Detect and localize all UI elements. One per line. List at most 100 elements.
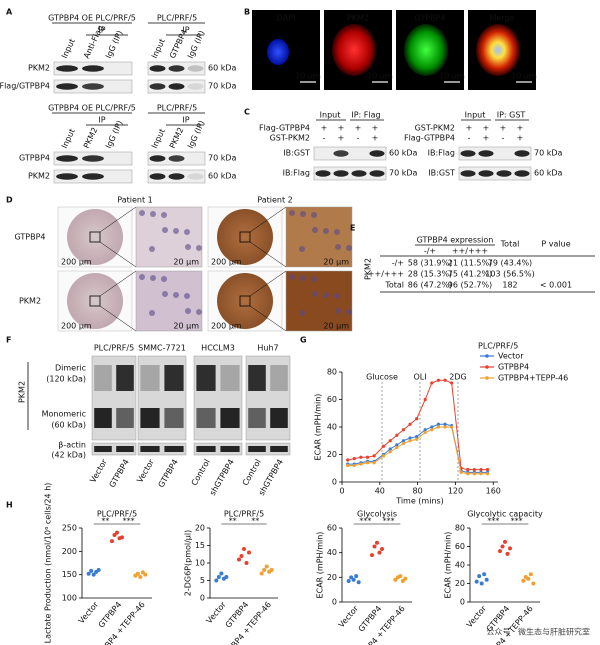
band (116, 365, 134, 391)
size-label: 70 kDa (208, 154, 237, 163)
band (168, 155, 185, 162)
lane-label: Vector (135, 457, 156, 484)
band-label: Dimeric (55, 364, 86, 373)
zoom-box (89, 231, 101, 243)
table-cell: 182 (502, 281, 517, 290)
panel-label: C (244, 108, 250, 117)
dot (370, 553, 374, 558)
point (436, 425, 441, 429)
dot (259, 571, 264, 576)
patient-label: Patient 2 (257, 196, 293, 205)
dot (216, 575, 221, 579)
y-tick-label: 40 (327, 423, 337, 432)
y-tick-label: 250 (62, 524, 77, 533)
row-label: GTPBP4 (19, 154, 50, 163)
dot (380, 546, 384, 551)
y-tick-label: 20 (327, 573, 337, 582)
band (140, 408, 160, 428)
y-tick-label: 15 (195, 541, 205, 550)
rule (249, 270, 287, 297)
band (149, 83, 166, 90)
band (196, 446, 216, 452)
band (220, 365, 240, 391)
x-tick-label: 0 (339, 487, 344, 496)
point (450, 425, 454, 429)
cell-nucleus (334, 229, 340, 235)
scale-label: 20 μm (173, 322, 199, 331)
point (423, 430, 427, 435)
dot (372, 544, 377, 549)
ip-label: IP (182, 26, 189, 35)
dot (244, 561, 249, 565)
band (164, 408, 184, 428)
size-label: 70 kDa (208, 82, 237, 91)
x-tick-label: 120 (448, 487, 463, 496)
dot (479, 581, 484, 586)
point (472, 468, 476, 472)
dot (138, 575, 143, 579)
dot (135, 571, 140, 576)
dot (503, 539, 507, 544)
band (369, 170, 385, 177)
chart-title: PLC/PRF/5 (224, 510, 264, 519)
band-label: β-actin (58, 441, 86, 450)
cell-line: Huh7 (257, 344, 278, 353)
ip-label: IP (98, 116, 105, 125)
rule (249, 206, 287, 233)
significance: ** (229, 517, 237, 526)
point (443, 378, 447, 382)
band (220, 408, 240, 428)
tissue-core (217, 209, 273, 265)
sign: + (466, 124, 473, 133)
legend-title: PLC/PRF/5 (478, 342, 518, 351)
cell-nucleus (334, 293, 340, 299)
band (460, 170, 476, 177)
zoom-image (135, 270, 203, 332)
y-tick-label: 20 (327, 450, 337, 459)
cell-nucleus (139, 210, 145, 216)
annotation: OLI (413, 373, 426, 382)
y-tick-label: 60 (327, 524, 337, 533)
row-label: PKM2 (19, 297, 41, 306)
point (436, 422, 441, 426)
cell-nucleus (184, 229, 190, 235)
cell-nucleus (289, 210, 295, 216)
cell-nucleus (149, 246, 155, 252)
row-label: GST-PKM2 (270, 134, 310, 143)
sign: + (483, 134, 490, 143)
point (479, 468, 483, 472)
point (466, 472, 470, 476)
significance: *** (511, 517, 523, 526)
point (443, 422, 447, 426)
point (352, 457, 356, 461)
watermark: 公众号 · 微生态与肝脏研究室 (486, 627, 590, 637)
size-label: 60 kDa (389, 149, 418, 158)
point (415, 437, 419, 441)
dot (143, 572, 148, 577)
sign: + (500, 124, 507, 133)
blot-title: PLC/PRF/5 (157, 104, 197, 113)
cell-nucleus (346, 309, 352, 315)
point (372, 454, 376, 458)
y-tick-label: 100 (62, 594, 77, 603)
zoom-box (239, 231, 251, 243)
rule (99, 206, 137, 233)
channel-label: Merge (490, 14, 515, 23)
band (56, 65, 78, 72)
y-tick-label: 0 (460, 598, 465, 607)
band (496, 170, 512, 177)
sign: + (517, 134, 524, 143)
dot (219, 571, 224, 576)
significance: *** (487, 517, 499, 526)
band-label: (42 kDa) (51, 451, 86, 460)
chart-title: Glycolysis (357, 510, 397, 519)
point (430, 425, 434, 429)
cell-line: HCCLM3 (201, 344, 235, 353)
panel-label: F (6, 336, 11, 345)
sign: + (338, 124, 345, 133)
point (443, 425, 447, 429)
blot-label: IB:Flag (428, 149, 455, 158)
header: Input (465, 111, 486, 120)
band (168, 65, 185, 72)
y-tick-label: 20 (195, 524, 205, 533)
